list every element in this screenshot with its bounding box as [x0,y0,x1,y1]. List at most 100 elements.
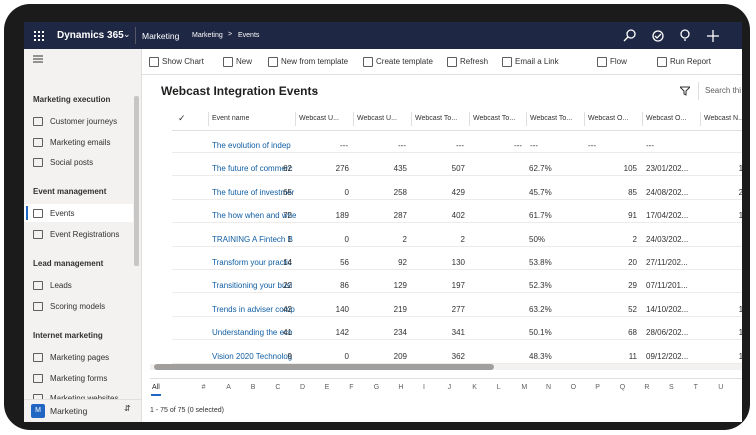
command-button[interactable]: Show Chart [162,57,204,66]
search-box[interactable]: Search thi [698,82,742,100]
cell: 130 [451,258,465,267]
cell: 07/11/201... [646,281,688,291]
jump-letter[interactable]: G [373,384,380,391]
cell: 50% [529,234,546,244]
row-divider [172,292,742,294]
cell: 1 [692,235,742,244]
event-link[interactable]: TRAINING A Fintech B [212,234,293,244]
jump-letter[interactable]: P [595,384,600,391]
event-link[interactable]: Trends in adviser comp [212,304,295,314]
cell: 41 [283,328,292,338]
jump-letter[interactable]: M [521,384,528,391]
nav-item[interactable]: Social posts [50,158,94,167]
view-title[interactable]: Webcast Integration Events [161,84,319,98]
jump-letter[interactable]: B [250,384,256,391]
jump-letter[interactable]: T [693,384,698,391]
area-name: Marketing [142,31,180,41]
column-header[interactable]: Webcast U... [357,115,397,122]
jump-letter[interactable]: R [644,384,650,391]
jump-letter[interactable]: E [324,384,330,391]
cell: 56 [340,258,349,267]
breadcrumb[interactable]: Events [238,32,260,39]
command-button[interactable]: New from template [281,57,349,66]
jump-letter[interactable]: N [546,384,552,391]
event-link[interactable]: The evolution of indep [212,141,291,150]
event-link[interactable]: Vision 2020 Technolog [212,351,293,361]
h-scroll-thumb[interactable] [154,364,494,370]
command-button[interactable]: New [236,57,253,66]
cell: 68 [628,328,637,338]
jump-letter[interactable]: All [152,384,160,391]
row-divider [172,315,742,317]
cell: --- [456,141,464,150]
column-header[interactable]: Webcast O... [588,115,629,122]
nav-item[interactable]: Scoring models [50,301,106,311]
cell: 129 [393,281,407,291]
event-link[interactable]: The future of commerc [212,164,293,174]
command-icon [447,57,457,67]
cell: 91 [628,211,637,221]
cell: 14 [283,258,292,267]
jump-letter[interactable]: U [718,384,724,391]
jump-letter[interactable]: D [300,384,306,391]
column-header[interactable]: Webcast N... [704,115,742,122]
cell: 154 [738,211,742,221]
nav-item[interactable]: Events [50,209,75,218]
cell: 53.8% [529,258,552,267]
command-button[interactable]: Email a Link [515,57,559,66]
column-header[interactable]: Webcast To... [415,115,458,122]
event-link[interactable]: Transitioning your busi [212,281,293,291]
jump-letter[interactable]: C [275,384,281,391]
breadcrumb[interactable]: Marketing [192,32,223,39]
filter-icon[interactable] [680,86,690,96]
column-divider [526,112,527,126]
command-button[interactable]: Create template [376,57,433,66]
jump-letter[interactable]: Q [619,384,626,391]
column-header[interactable]: Webcast U... [299,115,339,122]
column-divider [208,112,209,126]
jump-letter[interactable]: L [496,384,501,391]
command-icon [597,57,607,67]
app-name[interactable]: Dynamics 365 [57,30,124,41]
jump-letter[interactable]: K [472,384,477,391]
command-button[interactable]: Flow [610,57,627,66]
area-switcher[interactable]: M Marketing ⇵ [24,399,141,422]
command-button[interactable]: Run Report [670,57,711,66]
column-divider [411,112,412,126]
cell: 23/01/202... [646,164,689,174]
nav-item[interactable]: Marketing pages [50,353,110,362]
jump-letter[interactable]: I [423,384,425,391]
row-divider [172,152,742,153]
nav-item[interactable]: Event Registrations [50,229,120,239]
app-launcher[interactable] [34,31,44,41]
scrollbar[interactable] [134,96,139,266]
top-icons[interactable] [622,29,742,43]
area-label: Marketing [50,406,88,416]
nav-item[interactable]: Customer journeys [50,117,118,126]
cell: 45.7% [529,187,552,197]
nav-item[interactable]: Marketing websites [50,394,118,403]
event-link[interactable]: The future of investmer [212,187,295,197]
event-link[interactable]: Understanding the eco [212,328,293,338]
nav-item[interactable]: Marketing forms [50,373,108,383]
jump-letter[interactable]: H [398,384,404,391]
column-header[interactable]: Webcast O... [646,115,687,122]
jump-letter[interactable]: # [201,384,206,391]
nav-item[interactable]: Marketing emails [50,137,111,147]
nav-item[interactable]: Leads [50,281,72,290]
column-header[interactable]: Webcast To... [473,115,516,122]
hamburger[interactable] [33,55,43,63]
column-header[interactable]: Webcast To... [530,115,573,122]
cell: 20 [628,258,637,267]
event-link[interactable]: The how when and whe [212,211,296,221]
jump-letter[interactable]: J [447,384,452,391]
jump-letter[interactable]: F [349,384,354,391]
event-link[interactable]: Transform your practic [212,258,292,267]
cell: 94 [692,281,742,290]
command-button[interactable]: Refresh [460,57,489,66]
jump-letter[interactable]: S [669,384,674,391]
cell: 429 [451,187,465,197]
jump-letter[interactable]: A [226,384,231,391]
column-header[interactable]: Event name [212,115,250,122]
jump-letter[interactable]: O [570,384,577,391]
